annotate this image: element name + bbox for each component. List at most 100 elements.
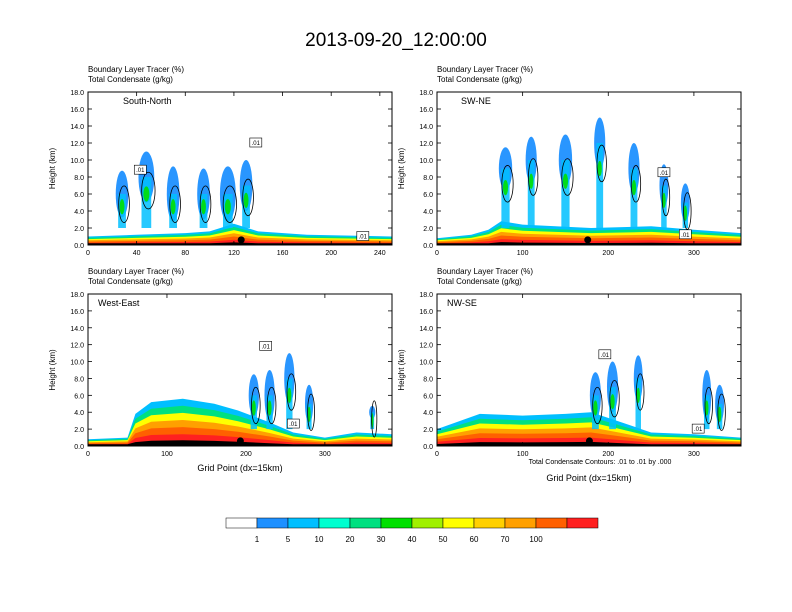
- panel-south-north: 0.0 2.0 4.0 6.0 8.0 10.0 12.0 14.0 16.0 18.0 0 40 80…: [48, 65, 393, 257]
- colorbar-swatch: [318, 517, 351, 529]
- y-axis-label: Height (km): [397, 147, 406, 189]
- colorbar-swatch: [287, 517, 320, 529]
- y-tick-label: 8.0: [423, 175, 433, 182]
- colorbar-swatch: [256, 517, 289, 529]
- contour-label-box: [657, 167, 671, 178]
- plume-core: [717, 406, 722, 422]
- condensate-contour: [630, 165, 642, 203]
- panel-header-condensate: Total Condensate (g/kg): [437, 277, 522, 286]
- condensate-contour: [118, 185, 130, 223]
- colorbar-swatch: [504, 517, 537, 529]
- x-tick-label: 100: [161, 451, 173, 458]
- location-marker: [585, 437, 593, 445]
- y-tick-label: 10.0: [419, 360, 433, 367]
- plume-core: [593, 400, 598, 416]
- x-tick-label: 240: [374, 250, 386, 257]
- tracer-field: [88, 353, 392, 446]
- condensate-contour: [704, 386, 713, 425]
- contour-label: .01: [359, 235, 368, 241]
- plume-core: [170, 199, 176, 215]
- contour-label: .01: [261, 344, 270, 350]
- colorbar-label: 100: [529, 535, 543, 544]
- plume-core: [597, 160, 602, 177]
- y-tick-label: 16.0: [419, 107, 433, 114]
- condensate-contour: [242, 178, 254, 217]
- panel-name: NW-SE: [447, 298, 477, 308]
- contour-label-box: [679, 229, 692, 240]
- condensate-contour: [371, 400, 378, 438]
- y-axis-label: Height (km): [397, 349, 406, 391]
- contour-label: .01: [601, 353, 610, 359]
- x-tick-label: 80: [181, 250, 189, 257]
- plume-core: [243, 192, 249, 209]
- contour-label-box: [356, 231, 370, 241]
- plot-frame: [436, 91, 742, 246]
- y-tick-label: 12.0: [70, 343, 84, 350]
- tracer-field: [437, 117, 741, 245]
- colorbar-swatch: [411, 517, 444, 529]
- panel-name: SW-NE: [461, 96, 491, 106]
- y-tick-label: 18.0: [70, 292, 84, 299]
- contour-label: .01: [136, 168, 145, 174]
- y-tick-label: 6.0: [74, 393, 84, 400]
- condensate-contour: [528, 158, 539, 196]
- plume-core: [631, 179, 637, 196]
- y-tick-label: 2.0: [423, 226, 433, 233]
- location-marker: [236, 437, 244, 445]
- y-tick-label: 14.0: [419, 124, 433, 131]
- y-tick-label: 16.0: [419, 309, 433, 316]
- y-tick-label: 2.0: [74, 226, 84, 233]
- contour-label: .01: [694, 427, 703, 433]
- x-tick-label: 0: [86, 451, 90, 458]
- y-tick-label: 10.0: [70, 158, 84, 165]
- contour-label-box: [259, 341, 272, 351]
- x-tick-label: 200: [325, 250, 337, 257]
- colorbar-swatch: [380, 517, 413, 529]
- y-tick-label: 14.0: [70, 124, 84, 131]
- condensate-contour: [561, 158, 574, 196]
- colorbar-swatch: [535, 517, 568, 529]
- panel-name: West-East: [98, 298, 140, 308]
- panel-header-condensate: Total Condensate (g/kg): [437, 75, 522, 84]
- y-tick-label: 18.0: [70, 90, 84, 97]
- x-tick-label: 0: [435, 451, 439, 458]
- contour-label-box: [133, 164, 147, 175]
- condensate-contour: [286, 373, 297, 411]
- condensate-contour: [501, 165, 514, 203]
- plume-core: [662, 192, 666, 209]
- contour-label-box: [286, 418, 300, 429]
- plume-core: [119, 199, 125, 215]
- colorbar-swatch: [225, 517, 258, 529]
- y-tick-label: 0.0: [74, 444, 84, 451]
- x-axis-label: Grid Point (dx=15km): [546, 473, 631, 483]
- plume-core: [683, 205, 688, 221]
- x-tick-label: 200: [602, 451, 614, 458]
- plume-core: [502, 179, 509, 196]
- colorbar-label: 20: [346, 535, 355, 544]
- colorbar-label: 30: [377, 535, 386, 544]
- plot-frame: [87, 293, 393, 447]
- y-tick-label: 4.0: [74, 410, 84, 417]
- location-marker: [584, 236, 592, 244]
- colorbar-swatch: [349, 517, 382, 529]
- tracer-field: [88, 151, 392, 245]
- plume-column: [596, 143, 604, 228]
- x-tick-label: 120: [228, 250, 240, 257]
- panel-header-condensate: Total Condensate (g/kg): [88, 277, 173, 286]
- y-tick-label: 0.0: [74, 243, 84, 250]
- plume-column: [635, 378, 641, 430]
- y-axis-label: Height (km): [48, 147, 57, 189]
- x-tick-label: 300: [688, 451, 700, 458]
- condensate-contour: [609, 380, 620, 418]
- colorbar-label: 1: [255, 535, 260, 544]
- condensate-contour: [169, 185, 181, 223]
- y-tick-label: 14.0: [419, 326, 433, 333]
- x-tick-label: 100: [517, 451, 529, 458]
- y-tick-label: 6.0: [423, 192, 433, 199]
- condensate-contour: [661, 178, 671, 217]
- y-tick-label: 12.0: [419, 343, 433, 350]
- plume-core: [529, 173, 534, 189]
- plume-core: [143, 186, 150, 202]
- x-axis-label: Grid Point (dx=15km): [197, 463, 282, 473]
- plume-core: [251, 400, 256, 416]
